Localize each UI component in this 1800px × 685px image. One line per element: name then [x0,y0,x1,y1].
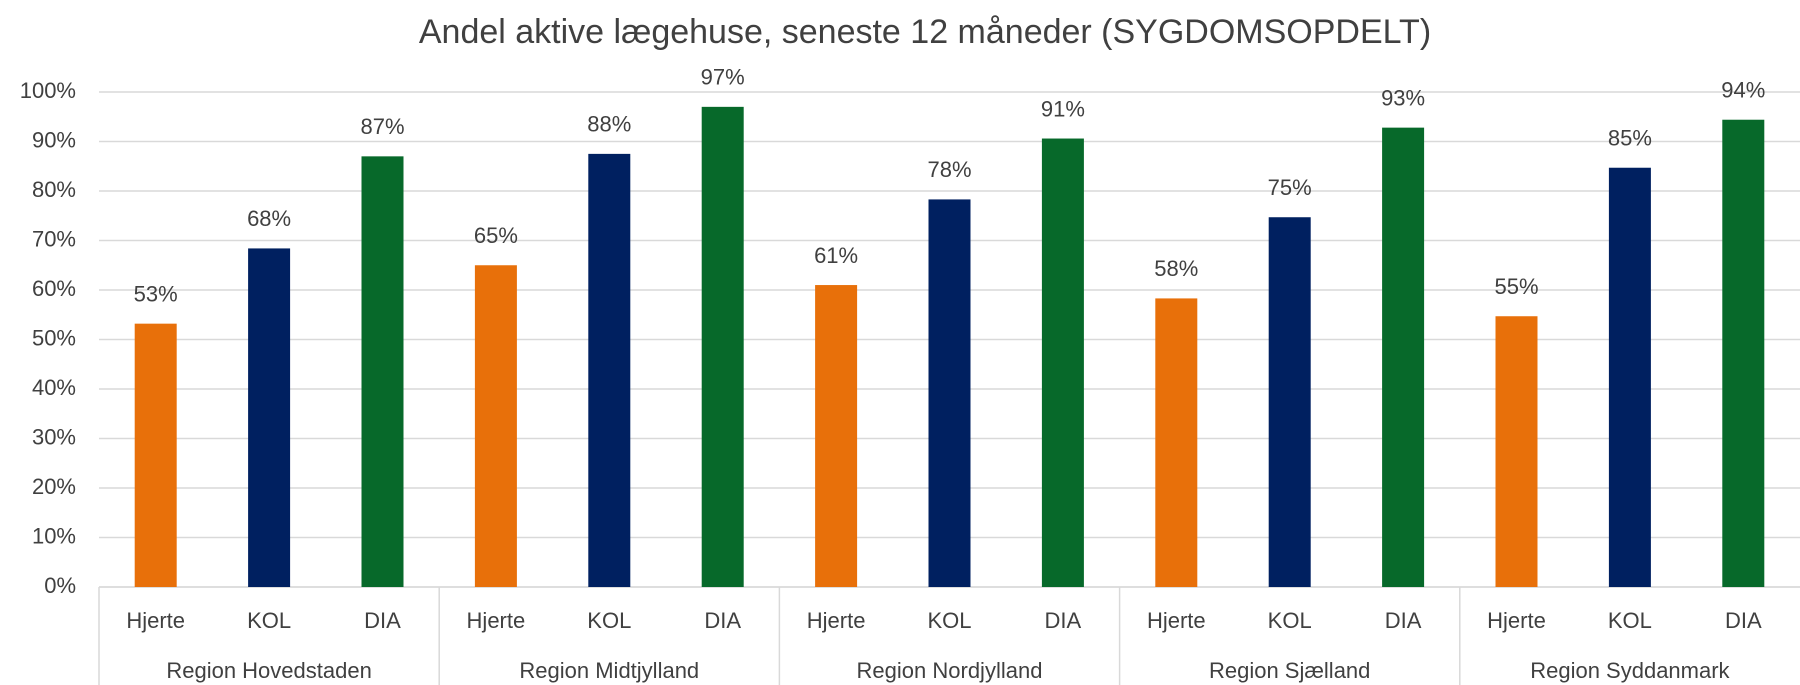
data-label: 65% [474,223,518,248]
bar [248,248,291,588]
bar [1155,298,1198,587]
x-tick-label: DIA [1385,608,1422,633]
y-tick-label: 70% [32,226,76,251]
x-tick-label: DIA [704,608,741,633]
bar [361,156,404,587]
data-label: 78% [927,157,971,182]
group-label: Region Midtjylland [519,658,699,683]
y-tick-label: 100% [20,78,76,103]
bar [588,153,631,587]
y-tick-label: 20% [32,474,76,499]
y-tick-label: 50% [32,325,76,350]
y-tick-label: 90% [32,127,76,152]
x-tick-label: Hjerte [1147,608,1206,633]
x-tick-label: DIA [364,608,401,633]
bar [1268,217,1311,588]
x-tick-label: Hjerte [467,608,526,633]
bar [134,323,177,587]
y-tick-label: 40% [32,375,76,400]
data-label: 55% [1494,274,1538,299]
x-tick-label: DIA [1045,608,1082,633]
data-label: 75% [1268,175,1312,200]
x-tick-label: Hjerte [126,608,185,633]
group-label: Region Hovedstaden [166,658,371,683]
bar [1041,138,1084,587]
x-tick-label: KOL [1608,608,1652,633]
data-label: 85% [1608,126,1652,151]
bar [928,199,971,588]
bar [474,265,517,587]
bar [815,285,858,587]
x-tick-label: Hjerte [807,608,866,633]
data-label: 91% [1041,96,1085,121]
x-tick-label: KOL [927,608,971,633]
y-tick-label: 80% [32,177,76,202]
x-tick-label: KOL [1268,608,1312,633]
group-label: Region Sjælland [1209,658,1370,683]
data-label: 87% [360,114,404,139]
bar [701,106,744,587]
y-tick-label: 0% [44,573,76,598]
data-label: 68% [247,206,291,231]
data-label: 88% [587,112,631,137]
data-label: 61% [814,243,858,268]
x-tick-label: KOL [587,608,631,633]
data-label: 93% [1381,85,1425,110]
bar [1608,167,1651,588]
y-tick-label: 10% [32,523,76,548]
data-label: 97% [701,65,745,90]
x-tick-label: Hjerte [1487,608,1546,633]
data-label: 53% [134,281,178,306]
bar [1495,316,1538,587]
y-tick-label: 60% [32,276,76,301]
data-label: 58% [1154,256,1198,281]
data-label: 94% [1721,78,1765,103]
chart-title: Andel aktive lægehuse, seneste 12 månede… [419,13,1431,51]
bar [1722,119,1765,587]
x-tick-label: KOL [247,608,291,633]
y-tick-label: 30% [32,424,76,449]
x-tick-label: DIA [1725,608,1762,633]
group-label: Region Syddanmark [1530,658,1730,683]
bar [1382,127,1425,587]
group-label: Region Nordjylland [857,658,1043,683]
